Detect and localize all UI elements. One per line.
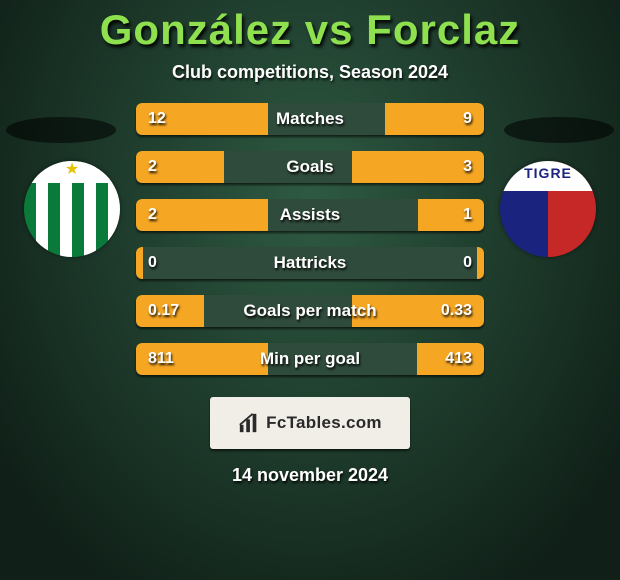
stat-bar-value-right: 9 <box>463 103 472 135</box>
stat-bar-value-left: 0.17 <box>148 295 179 327</box>
brand-text: FcTables.com <box>266 413 382 433</box>
stat-bar-value-right: 0 <box>463 247 472 279</box>
stat-bar-value-left: 12 <box>148 103 166 135</box>
stat-bar-label: Goals per match <box>136 295 484 327</box>
page-title: González vs Forclaz <box>100 6 520 54</box>
stat-bar-value-left: 811 <box>148 343 174 375</box>
stat-bar: Goals per match0.17 0.33 <box>136 295 484 327</box>
stat-bar-value-right: 413 <box>445 343 472 375</box>
infographic: González vs Forclaz Club competitions, S… <box>0 0 620 580</box>
brand-badge: FcTables.com <box>210 397 410 449</box>
stat-bar-label: Min per goal <box>136 343 484 375</box>
stat-bar-value-right: 0.33 <box>441 295 472 327</box>
stat-bar: Assists2 1 <box>136 199 484 231</box>
stat-bar-label: Goals <box>136 151 484 183</box>
brand-chart-icon <box>238 412 260 434</box>
stat-bar: Min per goal811 413 <box>136 343 484 375</box>
stat-bar-value-left: 0 <box>148 247 157 279</box>
tigre-badge-graphic: TIGRE <box>500 161 596 257</box>
stat-bar-value-right: 1 <box>463 199 472 231</box>
stat-bar: Goals2 3 <box>136 151 484 183</box>
date-text: 14 november 2024 <box>0 465 620 486</box>
stat-bar-label: Hattricks <box>136 247 484 279</box>
stat-bar-value-left: 2 <box>148 151 157 183</box>
page-subtitle: Club competitions, Season 2024 <box>172 62 448 83</box>
banfield-badge-graphic <box>24 161 120 257</box>
stat-bar: Matches12 9 <box>136 103 484 135</box>
tigre-badge-text: TIGRE <box>500 165 596 181</box>
stat-bars: Matches129Goals23Assists21Hattricks00Goa… <box>136 103 484 375</box>
stat-bar-value-left: 2 <box>148 199 157 231</box>
stat-bar-label: Assists <box>136 199 484 231</box>
stat-bar-value-right: 3 <box>463 151 472 183</box>
player-right-shadow <box>504 117 614 143</box>
club-badge-left <box>24 161 120 257</box>
player-left-shadow <box>6 117 116 143</box>
stage: TIGRE Matches129Goals23Assists21Hattrick… <box>0 101 620 580</box>
stat-bar: Hattricks0 0 <box>136 247 484 279</box>
stat-bar-label: Matches <box>136 103 484 135</box>
club-badge-right: TIGRE <box>500 161 596 257</box>
